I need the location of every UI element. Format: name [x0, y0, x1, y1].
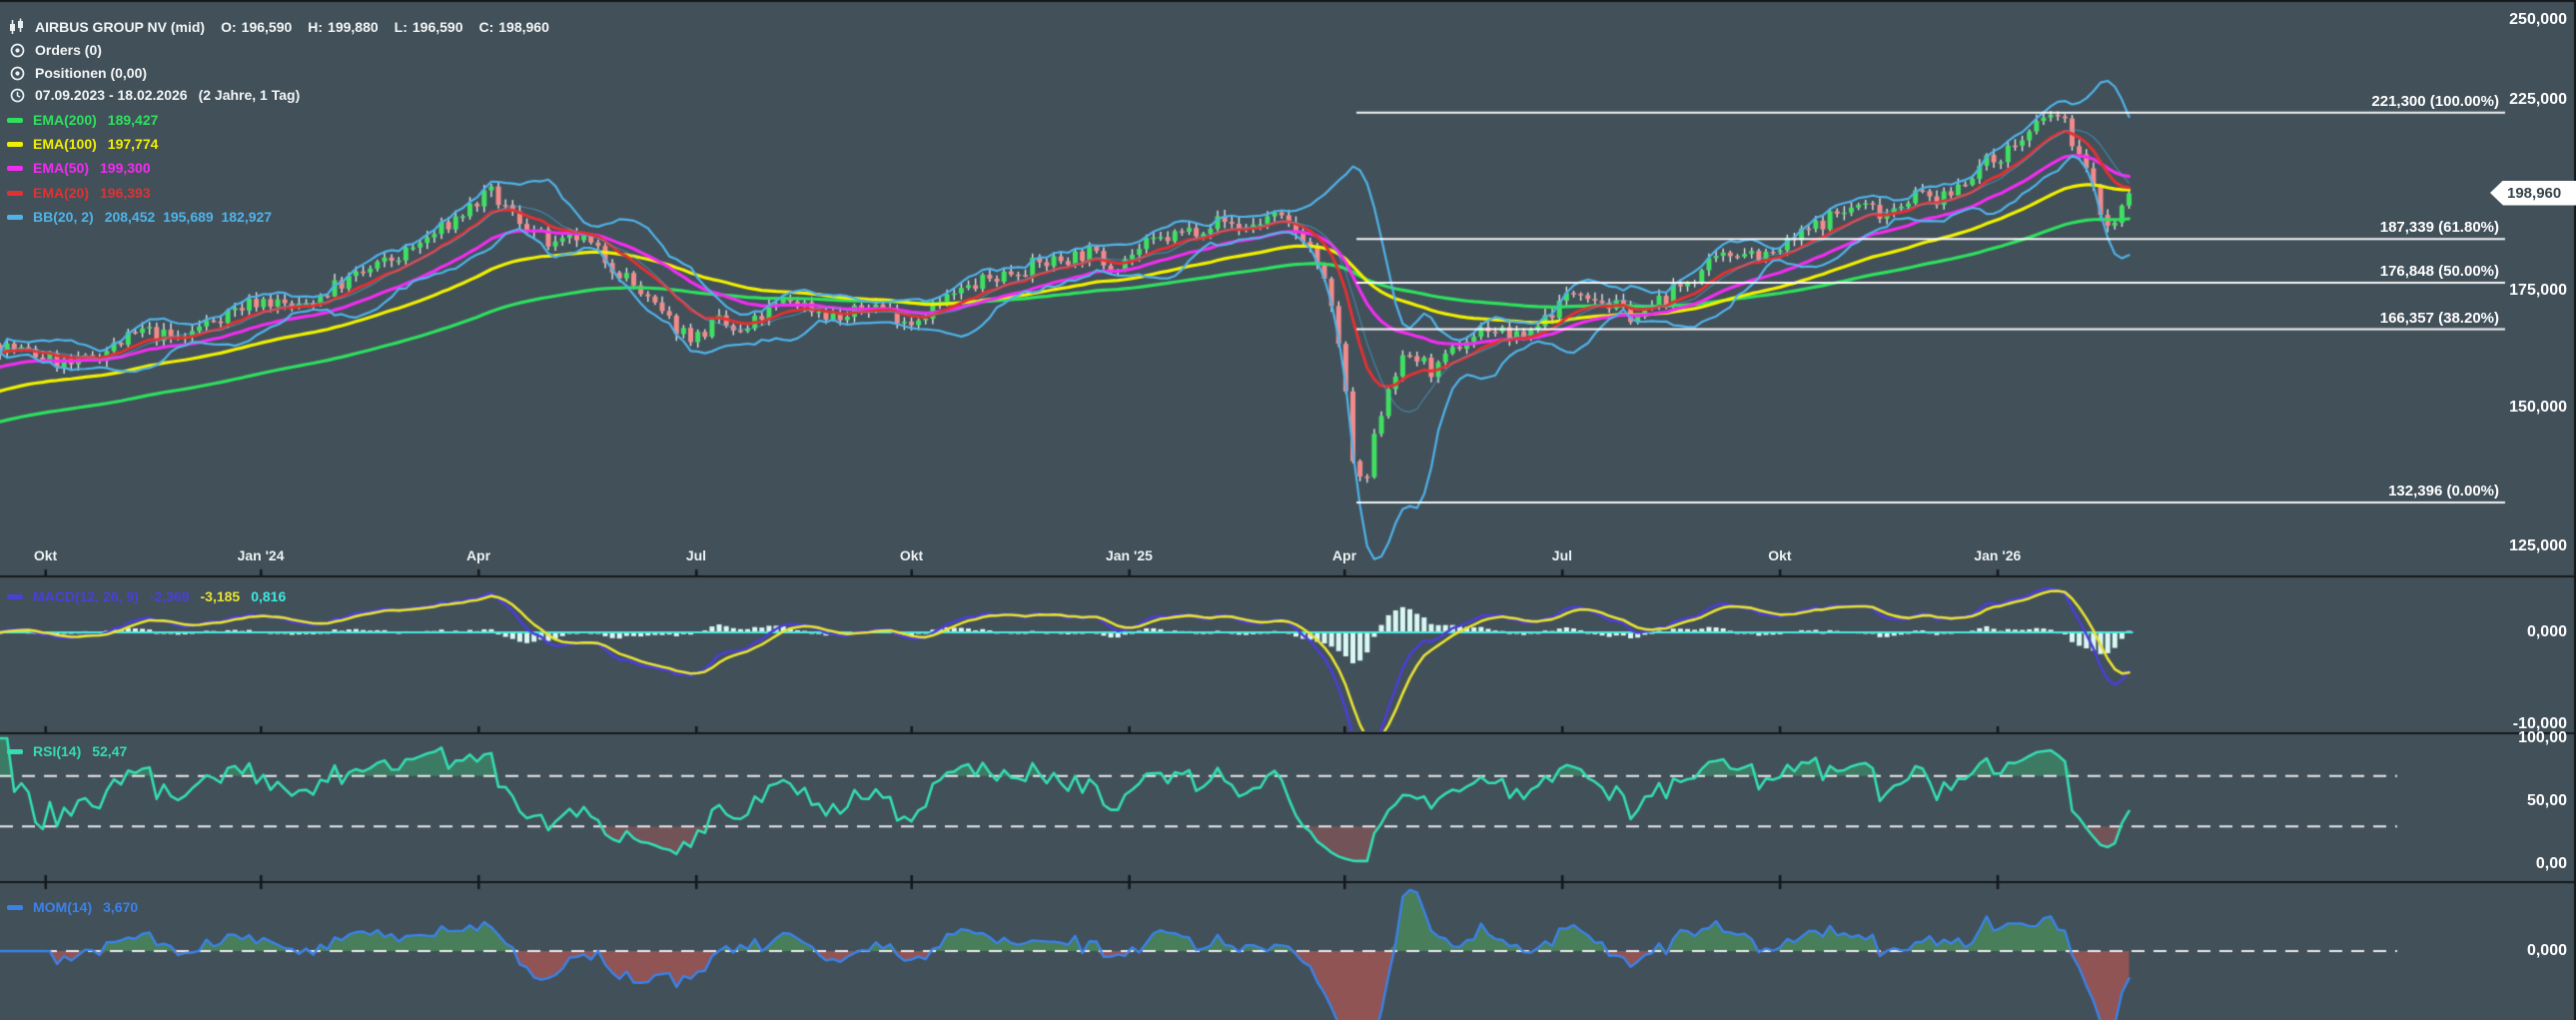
- rsi-axis-tick: 0,00: [2535, 855, 2567, 872]
- rsi-legend[interactable]: RSI(14) 52,47: [7, 740, 127, 762]
- legend-item-ema20[interactable]: EMA(20) 196,393: [7, 182, 151, 204]
- macd-value: -2,369: [149, 588, 190, 604]
- candlestick-chart-icon: [7, 18, 27, 36]
- fib-level-label-0: 132,396 (0.00%): [2388, 483, 2499, 501]
- ema50-label: EMA(50): [33, 160, 90, 176]
- ema100-value: 197,774: [107, 136, 159, 152]
- momentum-label: MOM(14): [33, 899, 93, 915]
- high-value: 199,880: [328, 19, 379, 35]
- legend-item-ema50[interactable]: EMA(50) 199,300: [7, 157, 151, 179]
- orders-visibility-icon: [7, 41, 27, 59]
- fib-level-label-618: 187,339 (61.80%): [2379, 219, 2499, 237]
- close-value: 198,960: [498, 19, 549, 35]
- low-value: 196,590: [412, 19, 463, 35]
- orders-label: Orders (0): [35, 42, 102, 58]
- low-label: L:: [394, 19, 408, 35]
- bollinger-values: 208,452 195,689 182,927: [104, 209, 273, 225]
- ema100-swatch: [7, 141, 23, 147]
- date-range-control[interactable]: 07.09.2023 - 18.02.2026 (2 Jahre, 1 Tag): [7, 84, 300, 106]
- close-label: C:: [478, 19, 494, 35]
- price-axis-tick: 225,000: [2509, 91, 2567, 109]
- rsi-value: 52,47: [92, 743, 128, 759]
- orders-toggle[interactable]: Orders (0): [7, 39, 102, 61]
- price-axis-tick: 250,000: [2509, 11, 2567, 28]
- time-axis-label: Jul: [685, 547, 707, 563]
- macd-axis-tick: 0,000: [2526, 623, 2567, 640]
- macd-swatch: [7, 593, 23, 599]
- positions-visibility-icon: [7, 64, 27, 82]
- ema200-swatch: [7, 117, 23, 123]
- macd-signal-value: -3,185: [200, 588, 241, 604]
- ema100-label: EMA(100): [33, 136, 97, 152]
- price-axis-tick: 175,000: [2509, 282, 2567, 300]
- macd-axis-tick: -10,000: [2512, 715, 2567, 732]
- time-axis-label: Okt: [899, 547, 924, 563]
- time-axis-label: Jan '26: [1974, 547, 2022, 563]
- macd-label: MACD(12, 26, 9): [33, 588, 139, 604]
- last-price-badge: 198,960: [2490, 180, 2576, 206]
- time-axis-label: Apr: [465, 547, 491, 563]
- fib-level-label-500: 176,848 (50.00%): [2379, 263, 2499, 281]
- price-axis-tick: 150,000: [2509, 399, 2567, 417]
- duration-text: (2 Jahre, 1 Tag): [198, 87, 301, 103]
- momentum-value: 3,670: [103, 899, 139, 915]
- legend-item-ema200[interactable]: EMA(200) 189,427: [7, 109, 158, 131]
- open-label: O:: [221, 19, 237, 35]
- ema50-value: 199,300: [100, 160, 151, 176]
- rsi-swatch: [7, 748, 23, 754]
- high-label: H:: [308, 19, 324, 35]
- rsi-axis-tick: 50,00: [2526, 792, 2567, 809]
- ema200-label: EMA(200): [33, 112, 97, 128]
- date-range-text: 07.09.2023 - 18.02.2026: [35, 87, 188, 103]
- time-axis-label: Jul: [1551, 547, 1573, 563]
- legend-item-ema100[interactable]: EMA(100) 197,774: [7, 133, 158, 155]
- momentum-swatch: [7, 904, 23, 910]
- rsi-label: RSI(14): [33, 743, 82, 759]
- instrument-header[interactable]: AIRBUS GROUP NV (mid) O: 196,590 H: 199,88…: [7, 16, 549, 38]
- momentum-axis-tick: 0,000: [2526, 942, 2567, 959]
- ema200-value: 189,427: [107, 112, 159, 128]
- instrument-title: AIRBUS GROUP NV (mid): [35, 19, 206, 35]
- last-price-value: 198,960: [2507, 184, 2562, 202]
- open-value: 196,590: [241, 19, 293, 35]
- time-axis-label: Jan '25: [1105, 547, 1153, 563]
- macd-hist-value: 0,816: [251, 588, 287, 604]
- fib-level-label-382: 166,357 (38.20%): [2379, 309, 2499, 327]
- price-axis-tick: 125,000: [2509, 536, 2567, 554]
- bollinger-swatch: [7, 214, 23, 220]
- ema20-swatch: [7, 190, 23, 196]
- rsi-axis-tick: 100,00: [2518, 729, 2567, 746]
- clock-icon: [7, 86, 27, 104]
- ema50-swatch: [7, 165, 23, 171]
- momentum-legend[interactable]: MOM(14) 3,670: [7, 896, 138, 918]
- macd-legend[interactable]: MACD(12, 26, 9) -2,369 -3,185 0,816: [7, 585, 286, 607]
- time-axis-label: Okt: [33, 547, 58, 563]
- ema20-label: EMA(20): [33, 185, 90, 201]
- ema20-value: 196,393: [100, 185, 151, 201]
- legend-item-bollinger[interactable]: BB(20, 2) 208,452 195,689 182,927: [7, 206, 272, 228]
- fib-level-label-100: 221,300 (100.00%): [2371, 92, 2499, 110]
- bollinger-label: BB(20, 2): [33, 209, 94, 225]
- time-axis-label: Okt: [1768, 547, 1792, 563]
- positions-toggle[interactable]: Positionen (0,00): [7, 62, 147, 84]
- positions-label: Positionen (0,00): [35, 65, 148, 81]
- time-axis-label: Jan '24: [237, 547, 285, 563]
- time-axis-label: Apr: [1331, 547, 1357, 563]
